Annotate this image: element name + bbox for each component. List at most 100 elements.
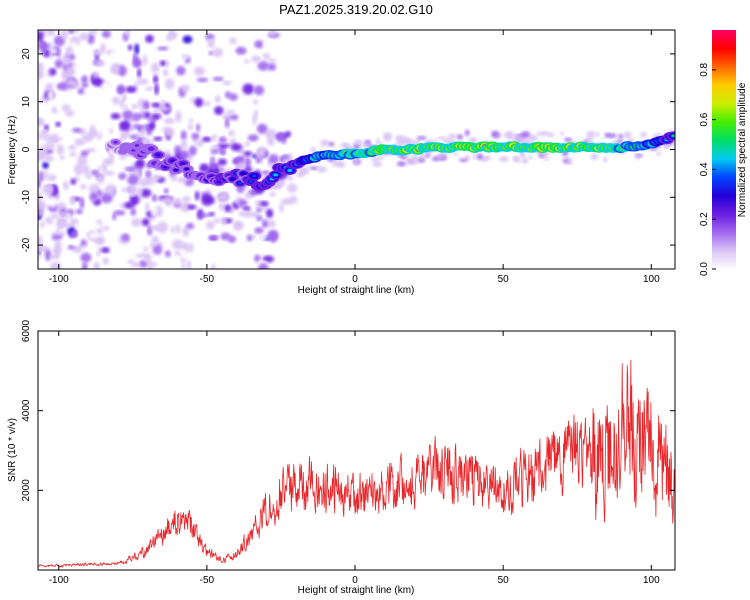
spectrogram-cell [62, 55, 71, 66]
colorbar-tick-label: 0.0 [699, 262, 710, 276]
spectrogram-cell [331, 160, 341, 167]
spectrogram-cell [44, 142, 55, 150]
spectrogram-cell [154, 83, 159, 96]
spectrogram-y-label: Frequency (Hz) [7, 116, 18, 185]
spectrogram-cell [38, 119, 45, 127]
spectrogram-cell [233, 220, 242, 232]
spectrogram-cell [41, 42, 47, 55]
ridge-cell [671, 134, 675, 138]
spectrogram-cell [280, 198, 293, 206]
spectrogram-cell [119, 98, 124, 109]
spectrogram-cell [170, 31, 178, 39]
spectrogram-cell [42, 225, 54, 230]
spectrogram-cell [42, 184, 55, 195]
figure-title: PAZ1.2025.319.20.02.G10 [279, 2, 433, 17]
spectrogram-cell [251, 55, 262, 63]
spectrogram-cell [49, 68, 57, 76]
spectrogram-cell [252, 114, 257, 126]
spectrogram-cell [44, 155, 54, 162]
x-tick-label: -100 [49, 575, 69, 586]
spectrogram-cell [640, 131, 648, 138]
spectrogram-cell [79, 183, 87, 190]
spectrogram-cell [372, 160, 382, 167]
spectrogram-cell [134, 82, 139, 88]
spectrogram-cell [197, 213, 210, 218]
spectrogram-cell [95, 60, 105, 67]
spectrogram-cell [566, 158, 573, 165]
spectrogram-cell [256, 215, 263, 222]
spectrogram-cell [87, 152, 98, 160]
spectrogram-cell [135, 160, 145, 167]
spectrogram-cell [44, 249, 52, 261]
spectrogram-cell [55, 208, 60, 213]
spectrogram-cell [477, 153, 483, 161]
spectrogram-cell [68, 144, 77, 151]
spectrogram-cell [437, 136, 447, 140]
spectrogram-cell [124, 201, 135, 209]
spectrogram-cell [258, 263, 269, 269]
spectrogram-cell [72, 237, 81, 247]
spectrogram-cell [512, 156, 521, 160]
spectrogram-cell [398, 140, 406, 146]
spectrogram-cell [269, 192, 277, 197]
spectrogram-cell [127, 175, 139, 186]
spectrogram-cell [93, 77, 104, 87]
spectrogram-cell [100, 193, 113, 204]
spectrogram-cell [38, 68, 44, 80]
spectrogram-cell [62, 180, 69, 191]
spectrogram-cell [251, 234, 257, 240]
spectrogram-cell [145, 170, 152, 179]
y-tick-label: 20 [21, 48, 32, 60]
spectrogram-cell [139, 107, 146, 113]
spectrogram-cell [157, 140, 169, 153]
spectrogram-cell [187, 123, 194, 131]
spectrogram-cell [159, 60, 167, 67]
spectrogram-cell [107, 73, 119, 82]
spectrogram-cell [483, 155, 492, 161]
spectrogram-cell [102, 257, 109, 265]
spectrogram-cell [52, 56, 59, 61]
spectrogram-cell [224, 117, 230, 129]
spectrogram-cell [181, 263, 186, 269]
spectrogram-cell [133, 124, 142, 130]
spectrogram-cell [47, 197, 58, 208]
y-tick-label: -10 [21, 190, 32, 205]
spectrogram-cell [119, 120, 131, 130]
spectrogram-cell [81, 94, 87, 100]
spectrogram-cell [65, 45, 74, 56]
spectrogram-cell [287, 174, 293, 182]
snr-x-label: Height of straight line (km) [298, 585, 415, 596]
spectrogram-cell [320, 139, 330, 147]
spectrogram-cell [199, 163, 209, 173]
ridge-cell [170, 159, 175, 163]
spectrogram-cell [267, 63, 277, 71]
spectrogram-cell [181, 54, 190, 59]
ridge-cell [113, 140, 118, 144]
spectrogram-cell [38, 77, 45, 88]
spectrogram-cell [125, 86, 137, 94]
spectrogram-cell [259, 233, 268, 241]
spectrogram-cell [210, 156, 216, 166]
spectrogram-cell [136, 188, 144, 196]
spectrogram-cell [123, 211, 134, 223]
spectrogram-cell [56, 82, 68, 91]
spectrogram-cell [81, 133, 94, 143]
x-tick-label: -100 [49, 274, 69, 285]
spectrogram-cell [361, 142, 371, 148]
spectrogram-cell [90, 169, 100, 176]
spectrogram-cell [257, 61, 269, 71]
spectrogram-cell [201, 119, 211, 129]
spectrogram-cell [93, 49, 102, 57]
spectrogram-cell [256, 208, 262, 213]
spectrogram-cell [208, 50, 213, 56]
spectrogram-cell [416, 136, 427, 140]
spectrogram-cell [528, 155, 533, 160]
spectrogram-cell [136, 78, 149, 85]
spectrogram-cell [70, 230, 78, 238]
spectrogram-cell [97, 149, 108, 159]
spectrogram-cell [425, 154, 430, 158]
spectrogram-cell [210, 149, 220, 154]
spectrogram-cell [382, 132, 393, 139]
spectrogram-cell [160, 98, 166, 111]
spectrogram-cell [269, 30, 276, 37]
